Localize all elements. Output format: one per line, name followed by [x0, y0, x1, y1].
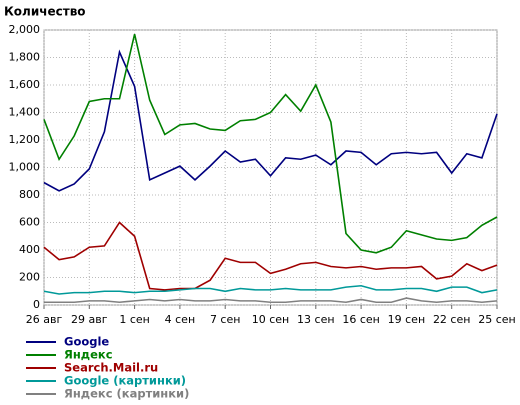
- x-tick-label: 13 сен: [297, 313, 335, 326]
- y-tick-label: 1,800: [9, 51, 41, 64]
- y-tick-label: 400: [19, 243, 40, 256]
- chart-title: Количество: [4, 5, 86, 19]
- legend-label: Яндекс (картинки): [64, 387, 189, 401]
- y-tick-label: 1,400: [9, 106, 41, 119]
- y-tick-label: 1,000: [9, 161, 41, 174]
- x-tick-label: 25 сен: [478, 313, 516, 326]
- series-line: [44, 297, 498, 304]
- y-tick-label: 2,000: [9, 23, 41, 36]
- legend-label: Search.Mail.ru: [64, 361, 158, 375]
- series-line: [43, 33, 498, 254]
- x-tick-label: 1 сен: [119, 313, 150, 326]
- legend-label: Яндекс: [64, 348, 113, 362]
- y-tick-label: 600: [19, 216, 40, 229]
- x-tick-label: 26 авг: [26, 313, 63, 326]
- legend-label: Google: [64, 335, 109, 349]
- series-line: [43, 221, 498, 291]
- x-tick-label: 22 сен: [433, 313, 471, 326]
- series-line: [43, 284, 498, 295]
- y-tick-label: 1,200: [9, 133, 41, 146]
- y-tick-label: 800: [19, 188, 40, 201]
- y-tick-label: 200: [19, 271, 40, 284]
- legend-label: Google (картинки): [64, 374, 186, 388]
- x-tick-label: 19 сен: [388, 313, 426, 326]
- x-tick-label: 29 авг: [71, 313, 108, 326]
- plot-area: [43, 29, 498, 306]
- x-tick-label: 16 сен: [342, 313, 380, 326]
- y-tick-label: 1,600: [9, 78, 41, 91]
- y-tick-label: 0: [33, 298, 40, 311]
- series-line: [43, 49, 498, 192]
- x-tick-label: 7 сен: [210, 313, 241, 326]
- x-tick-label: 10 сен: [252, 313, 290, 326]
- x-tick-label: 4 сен: [165, 313, 196, 326]
